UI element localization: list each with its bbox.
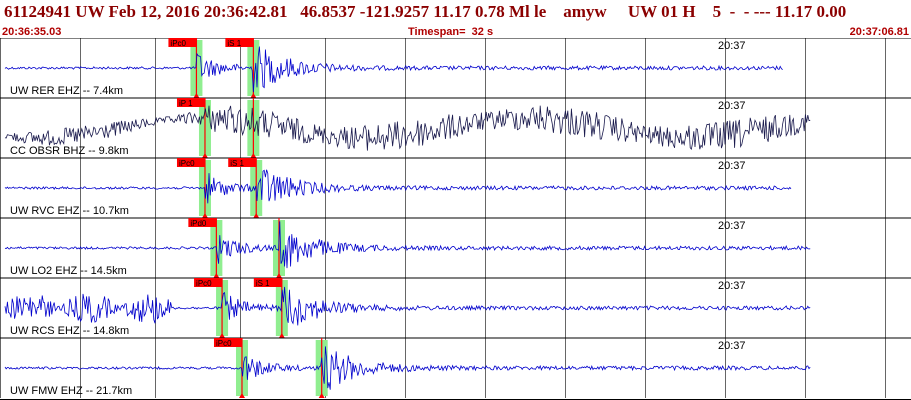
timespan-label: Timespan= 32 s: [408, 26, 494, 38]
pick-marker: [219, 333, 226, 338]
trace-panel[interactable]: iPc0 UW FMW EHZ -- 21.7km 20:37: [0, 337, 911, 398]
station-label: UW LO2 EHZ -- 14.5km: [10, 265, 127, 277]
start-time: 20:36:35.03: [2, 26, 62, 38]
trace-panel[interactable]: iP 1 CC OBSR BHZ -- 9.8km 20:37: [0, 97, 911, 158]
seismogram-panels[interactable]: iPc0 iS 1 UW RER EHZ -- 7.4km 20:37 iP 1 CC O…: [0, 38, 911, 400]
waveform: [4, 169, 792, 204]
pick-marker: [238, 393, 245, 398]
pick-label: iPc0: [196, 279, 212, 288]
pick-flag: [213, 338, 242, 347]
pick-marker: [193, 93, 200, 98]
waveform: [4, 221, 811, 269]
pick-label: iS 1: [230, 159, 244, 168]
event-title: 61124941 UW Feb 12, 2016 20:36:42.81 46.…: [4, 2, 847, 21]
pick-marker: [318, 393, 325, 398]
event-header: 61124941 UW Feb 12, 2016 20:36:42.81 46.…: [0, 0, 911, 38]
station-label: UW RER EHZ -- 7.4km: [10, 85, 123, 97]
pick-flag: [176, 158, 205, 167]
trace-panel[interactable]: iPc0 iS 1 UW RER EHZ -- 7.4km 20:37: [0, 38, 911, 98]
pick-flag: [225, 38, 254, 47]
minute-mark: 20:37: [718, 220, 746, 232]
pick-label: iPc0: [170, 39, 186, 48]
waveform: [4, 286, 811, 326]
waveform: [4, 105, 811, 151]
pick-flag: [176, 98, 205, 107]
pick-flag: [228, 158, 257, 167]
pick-label: iPc0: [216, 339, 232, 348]
waveform: [4, 346, 811, 390]
pick-marker: [278, 333, 285, 338]
end-time: 20:37:06.81: [849, 26, 909, 38]
trace-panel[interactable]: iPc0 iS 1 UW RCS EHZ -- 14.8km 20:37: [0, 277, 911, 338]
minute-mark: 20:37: [718, 340, 746, 352]
pick-marker: [250, 153, 257, 158]
minute-mark: 20:37: [718, 160, 746, 172]
pick-marker: [253, 213, 260, 218]
pick-flag: [168, 38, 197, 47]
station-label: UW FMW EHZ -- 21.7km: [10, 385, 132, 397]
station-label: UW RCS EHZ -- 14.8km: [10, 325, 129, 337]
pick-label: iS 1: [227, 39, 241, 48]
pick-flag: [194, 278, 223, 287]
pick-marker: [250, 93, 257, 98]
minute-mark: 20:37: [718, 100, 746, 112]
pick-marker: [201, 213, 208, 218]
waveform: [4, 46, 783, 93]
pick-marker: [213, 273, 220, 278]
station-label: UW RVC EHZ -- 10.7km: [10, 205, 129, 217]
trace-panel[interactable]: iPc0 iS 1 UW RVC EHZ -- 10.7km 20:37: [0, 157, 911, 218]
pick-label: iS 1: [256, 279, 270, 288]
station-label: CC OBSR BHZ -- 9.8km: [10, 145, 129, 157]
minute-mark: 20:37: [718, 280, 746, 292]
pick-flag: [188, 218, 217, 227]
pick-label: iPc0: [179, 159, 195, 168]
trace-panel[interactable]: iPd0 UW LO2 EHZ -- 14.5km 20:37: [0, 217, 911, 278]
pick-marker: [201, 153, 208, 158]
minute-mark: 20:37: [718, 40, 746, 52]
pick-label: iP 1: [179, 99, 193, 108]
pick-label: iPd0: [190, 219, 207, 228]
pick-marker: [275, 273, 282, 278]
pick-flag: [253, 278, 282, 287]
